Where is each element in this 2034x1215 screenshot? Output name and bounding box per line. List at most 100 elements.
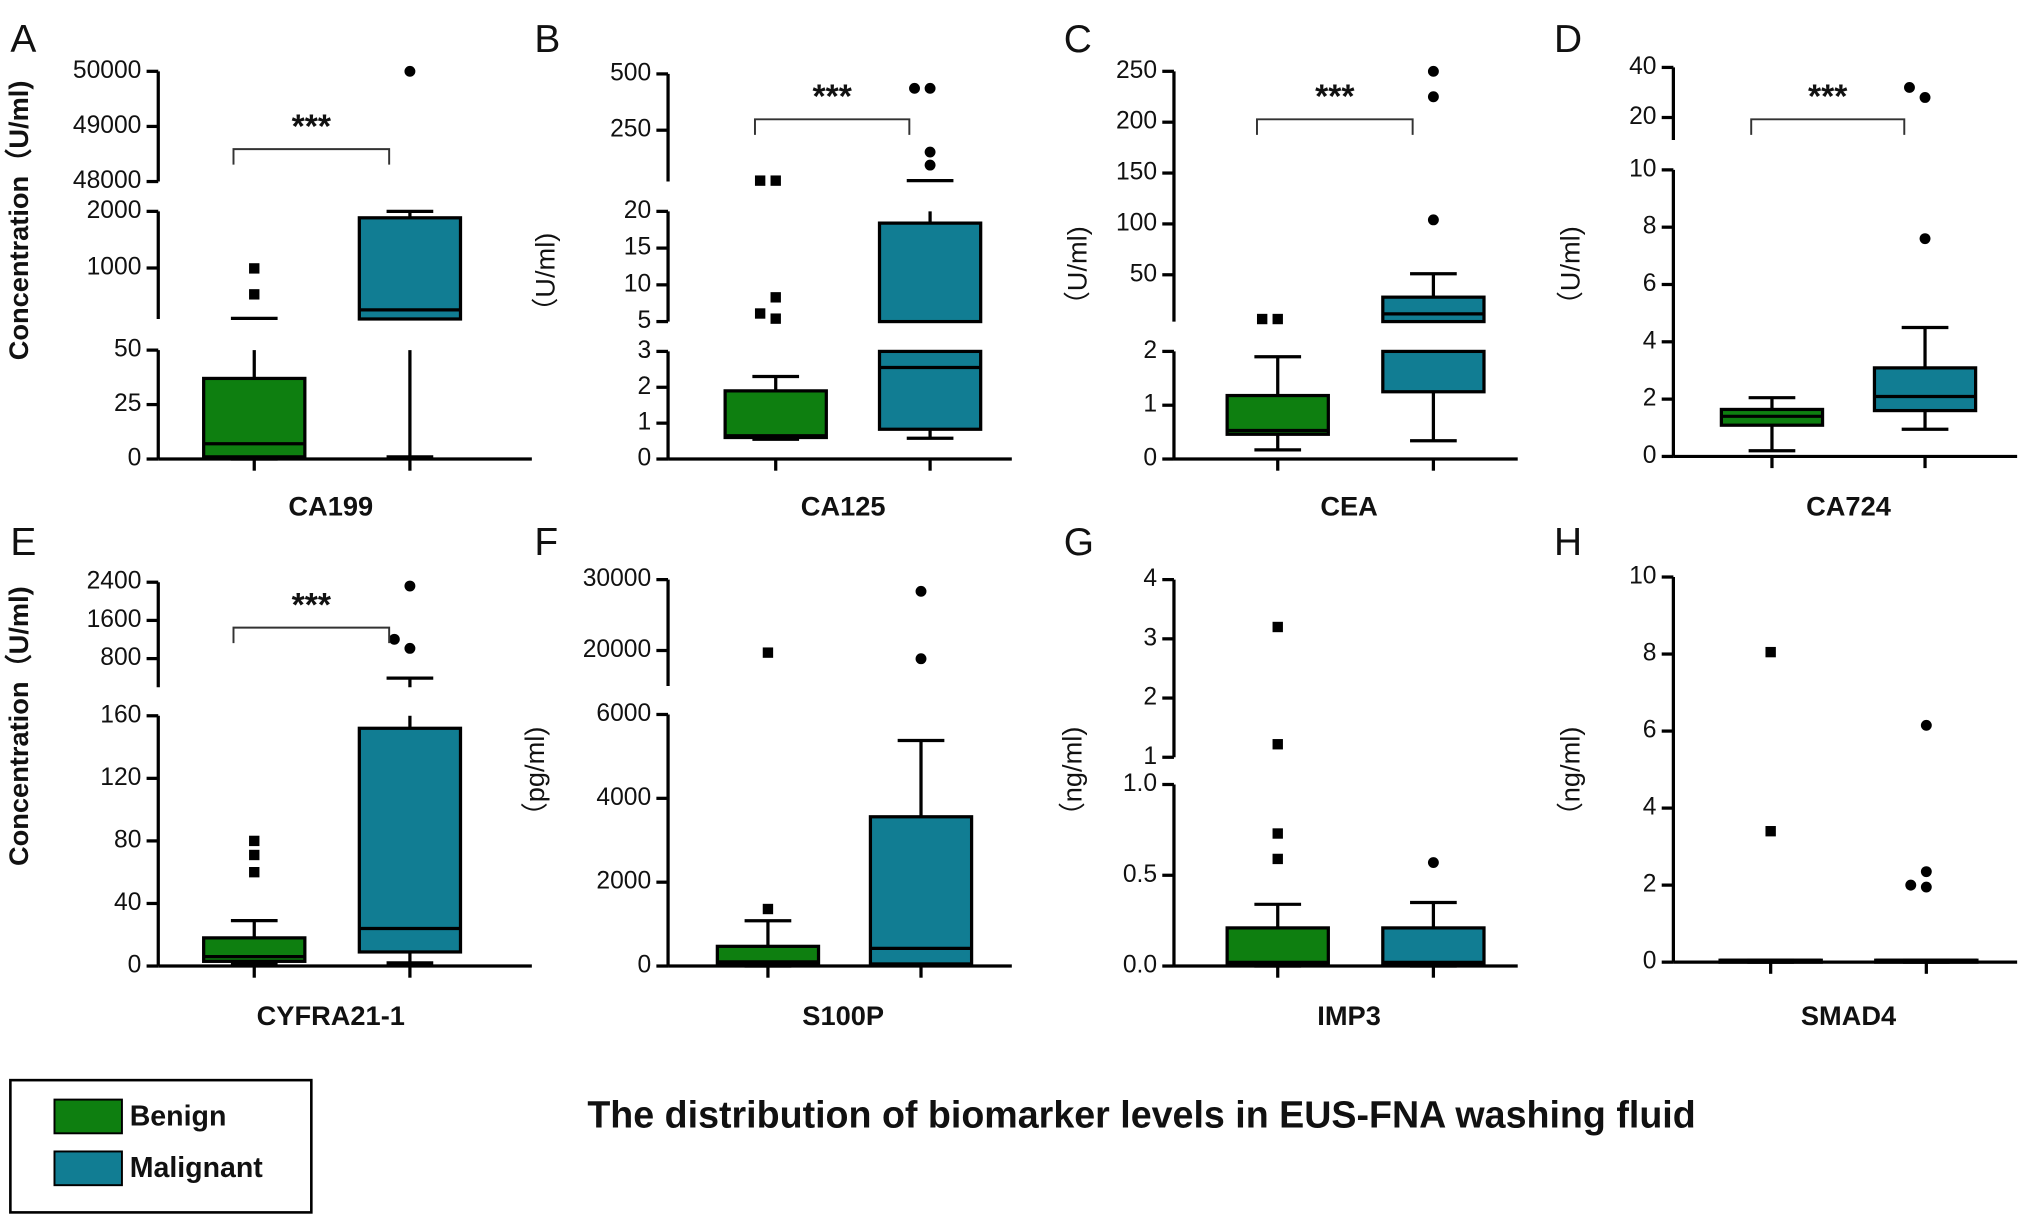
y-tick-label: 20: [1629, 103, 1656, 130]
y-tick-label: 40: [1629, 53, 1656, 80]
y-tick-label: 0: [128, 952, 142, 979]
outlier: [770, 313, 781, 324]
outlier: [1427, 857, 1439, 869]
y-tick-label: 4: [1143, 565, 1157, 592]
y-tick-label: 3: [637, 337, 651, 364]
outlier: [1905, 879, 1917, 891]
y-axis-label: （ng/ml): [1554, 727, 1585, 830]
outlier: [404, 580, 416, 592]
legend-swatch: [53, 1150, 123, 1187]
y-tick-label: 250: [1116, 57, 1157, 84]
y-tick-label: 0: [128, 445, 142, 472]
y-tick-label: 2: [1143, 684, 1157, 711]
outlier: [404, 642, 416, 654]
y-tick-label: 150: [1116, 159, 1157, 186]
y-tick-label: 200: [1116, 108, 1157, 135]
box: [357, 216, 463, 321]
y-tick-label: 20000: [583, 636, 651, 663]
outlier: [1427, 214, 1439, 226]
x-axis-label: CYFRA21-1: [257, 1000, 405, 1031]
box: [723, 389, 828, 440]
box: [1225, 926, 1330, 966]
y-tick-label: 1: [1143, 391, 1157, 418]
y-tick-label: 2400: [87, 568, 142, 595]
y-tick-label: 25: [114, 390, 141, 417]
y-tick-label: 2: [1643, 385, 1657, 412]
outlier: [1904, 82, 1915, 93]
panel-label: D: [1554, 18, 1582, 61]
outlier: [1427, 91, 1439, 103]
y-axis-label: （U/ml): [530, 233, 561, 325]
outlier: [754, 308, 766, 319]
outlier: [249, 849, 260, 861]
panel-label: E: [10, 521, 36, 564]
panel-label: B: [534, 18, 560, 61]
outlier: [1272, 828, 1283, 839]
outlier: [1272, 313, 1283, 325]
x-axis-label: CA125: [801, 490, 886, 521]
box: [1381, 295, 1486, 324]
significance-bracket: [1256, 118, 1414, 135]
outlier: [1765, 826, 1776, 837]
y-tick-label: 2: [637, 373, 651, 400]
outlier: [249, 289, 260, 300]
significance-bracket: [753, 118, 911, 135]
outlier: [924, 159, 936, 171]
y-tick-label: 6: [1643, 717, 1657, 744]
outlier: [1919, 233, 1931, 245]
y-axis-label: （pg/ml): [519, 727, 550, 830]
legend-swatch: [53, 1098, 123, 1135]
legend-label: Benign: [130, 1100, 227, 1132]
y-tick-label: 4: [1643, 794, 1657, 821]
outlier: [249, 263, 260, 274]
y-tick-label: 10: [1629, 563, 1656, 590]
outlier: [249, 835, 260, 847]
outlier: [388, 633, 400, 645]
y-tick-label: 6: [1643, 270, 1657, 297]
y-tick-label: 1600: [87, 606, 142, 633]
y-tick-label: 0: [637, 952, 651, 979]
y-tick-label: 50: [1130, 260, 1157, 287]
outlier: [915, 585, 927, 597]
y-tick-label: 15: [624, 234, 651, 261]
outlier: [1272, 621, 1283, 633]
x-axis-label: SMAD4: [1801, 1000, 1896, 1031]
outlier: [1272, 853, 1283, 865]
outlier: [770, 292, 781, 303]
y-axis-label: （ng/ml): [1056, 727, 1087, 830]
y-tick-label: 0: [637, 445, 651, 472]
significance-label: ***: [292, 586, 332, 624]
y-axis-label: （U/ml): [1554, 226, 1585, 318]
significance-bracket: [1750, 118, 1906, 135]
y-tick-label: 100: [1116, 209, 1157, 236]
outlier: [754, 175, 766, 186]
outlier: [762, 647, 774, 658]
x-axis-label: CA724: [1806, 490, 1891, 521]
outlier: [909, 82, 920, 94]
x-axis-label: CEA: [1320, 490, 1377, 521]
y-tick-label: 1.0: [1123, 770, 1157, 797]
box: [357, 726, 463, 954]
outlier: [924, 146, 936, 158]
significance-bracket: [232, 626, 391, 644]
y-tick-label: 120: [100, 764, 141, 791]
y-tick-label: 10: [1629, 155, 1656, 182]
y-tick-label: 2: [1643, 871, 1657, 898]
panel-label: G: [1064, 521, 1094, 564]
outlier: [1920, 881, 1932, 893]
legend-box: [9, 1078, 313, 1214]
x-axis-label: CA199: [288, 490, 373, 521]
y-tick-label: 250: [610, 116, 651, 143]
y-axis-label: （U/ml): [1061, 226, 1092, 318]
box: [1225, 393, 1330, 436]
outlier: [924, 82, 936, 94]
y-tick-label: 10: [624, 270, 651, 297]
y-tick-label: 50000: [73, 57, 141, 84]
box: [1381, 349, 1486, 394]
panel-label: C: [1064, 18, 1092, 61]
outlier: [770, 175, 781, 186]
significance-bracket: [232, 148, 391, 165]
outlier: [1765, 646, 1776, 658]
y-tick-label: 1: [637, 409, 651, 436]
x-axis-label: IMP3: [1317, 1000, 1381, 1031]
